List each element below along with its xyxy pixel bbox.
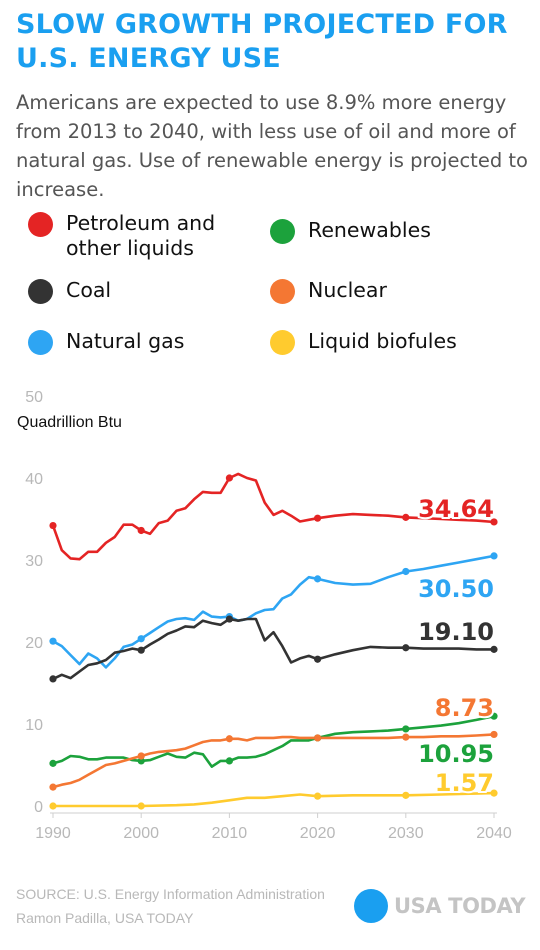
y-tick-label: 20: [25, 635, 43, 652]
data-point-coal: [402, 644, 410, 652]
legend-item-natural-gas: Natural gas: [28, 329, 258, 355]
data-point-nuclear: [225, 735, 233, 743]
data-point-renewables: [402, 725, 410, 733]
data-point-liquid-biofules: [137, 802, 145, 810]
x-tick-label: 2000: [123, 825, 159, 842]
legend-label-renewables: Renewables: [308, 218, 431, 242]
data-point-liquid-biofules: [402, 791, 410, 799]
data-point-natural-gas: [137, 635, 145, 643]
data-point-liquid-biofules: [490, 789, 498, 797]
data-point-natural-gas: [314, 575, 322, 583]
legend-swatch-liquid-biofules: [270, 330, 295, 355]
data-point-renewables: [137, 757, 145, 765]
y-tick-label: 10: [25, 717, 43, 734]
legend-item-liquid-biofules: Liquid biofules: [270, 329, 510, 355]
usa-today-logo: USA TODAY: [354, 889, 526, 923]
end-label-renewables: 10.95: [418, 740, 494, 768]
data-point-natural-gas: [402, 567, 410, 576]
data-point-nuclear: [490, 730, 498, 739]
data-point-nuclear: [314, 734, 322, 742]
end-label-nuclear: 8.73: [435, 694, 494, 722]
x-tick-label: 1990: [35, 825, 71, 842]
legend-label-natural-gas: Natural gas: [66, 329, 185, 353]
y-axis-label: Quadrillion Btu: [17, 414, 122, 431]
y-tick-label: 40: [25, 471, 43, 488]
data-point-natural-gas: [490, 552, 498, 560]
legend-swatch-nuclear: [270, 279, 295, 304]
legend-label-coal: Coal: [66, 278, 112, 302]
legend-label-nuclear: Nuclear: [308, 278, 387, 302]
data-point-coal: [490, 645, 498, 653]
x-tick-label: 2030: [388, 825, 424, 842]
y-tick-label: 0: [34, 799, 43, 816]
series-dots: [49, 474, 498, 810]
chart-subtitle: Americans are expected to use 8.9% more …: [16, 91, 528, 201]
data-point-petroleum-and-other-liquids: [402, 513, 410, 521]
data-point-coal: [225, 615, 233, 623]
data-point-nuclear: [137, 752, 145, 760]
legend-swatch-petroleum: [28, 212, 53, 237]
source-text: SOURCE: U.S. Energy Information Administ…: [16, 886, 325, 902]
data-point-petroleum-and-other-liquids: [49, 521, 57, 530]
credit-text: Ramon Padilla, USA TODAY: [16, 910, 194, 926]
logo-dot-icon: [354, 889, 388, 923]
end-label-petroleum-and-other-liquids: 34.64: [418, 495, 494, 523]
y-tick-label: 50: [25, 389, 43, 406]
legend-item-coal: Coal: [28, 278, 258, 304]
data-point-nuclear: [402, 733, 410, 741]
end-label-liquid-biofules: 1.57: [435, 769, 494, 797]
data-point-petroleum-and-other-liquids: [490, 518, 498, 526]
data-point-nuclear: [49, 783, 57, 791]
data-point-coal: [49, 675, 57, 683]
x-tick-label: 2020: [300, 825, 336, 842]
y-axis: 0 10 20 30 40 50: [25, 389, 43, 816]
chart-title: SLOW GROWTH PROJECTED FOR U.S. ENERGY US…: [16, 9, 508, 74]
data-point-coal: [314, 655, 322, 663]
series-line-liquid-biofules: [51, 791, 496, 808]
x-tick-label: 2040: [476, 825, 512, 842]
data-point-liquid-biofules: [314, 792, 322, 800]
end-label-coal: 19.10: [418, 618, 494, 646]
x-axis: 1990 2000 2010 2020 2030 2040: [35, 812, 512, 842]
source-credit: SOURCE: U.S. Energy Information Administ…: [16, 882, 325, 930]
data-point-renewables: [490, 712, 498, 720]
legend-label-liquid-biofules: Liquid biofules: [308, 329, 457, 353]
legend-swatch-natural-gas: [28, 330, 53, 355]
legend-swatch-renewables: [270, 219, 295, 244]
end-label-natural-gas: 30.50: [418, 575, 494, 603]
data-point-natural-gas: [49, 637, 57, 645]
legend-label-petroleum: Petroleum and other liquids: [66, 211, 216, 260]
legend-item-nuclear: Nuclear: [270, 278, 510, 304]
data-point-liquid-biofules: [49, 802, 57, 810]
data-point-petroleum-and-other-liquids: [314, 514, 322, 522]
legend-item-petroleum: Petroleum and other liquids: [28, 211, 258, 261]
data-point-petroleum-and-other-liquids: [225, 474, 233, 482]
logo-text: USA TODAY: [394, 894, 526, 918]
legend-item-renewables: Renewables: [270, 218, 510, 244]
data-point-renewables: [49, 759, 57, 767]
legend-swatch-coal: [28, 279, 53, 304]
y-tick-label: 30: [25, 553, 43, 570]
data-point-petroleum-and-other-liquids: [137, 526, 145, 535]
x-tick-label: 2010: [212, 825, 248, 842]
data-point-renewables: [225, 757, 233, 765]
data-point-coal: [137, 646, 145, 654]
end-value-labels: 34.64 30.50 19.10 8.73 10.951.57: [416, 493, 496, 799]
